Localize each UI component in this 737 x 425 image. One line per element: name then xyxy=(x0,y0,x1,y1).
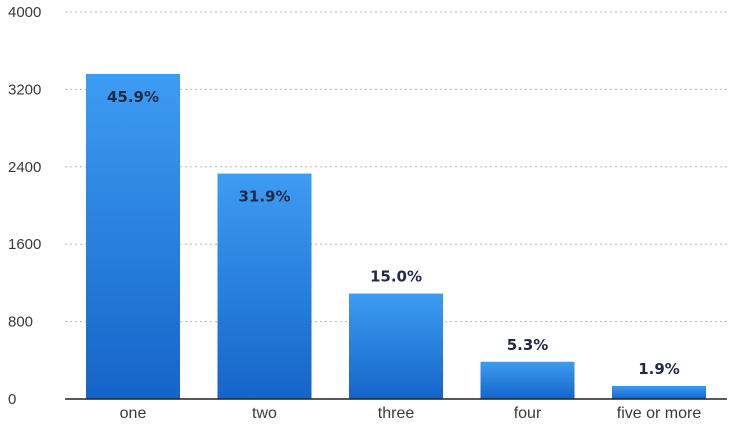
bar xyxy=(480,361,575,399)
bars xyxy=(86,73,706,400)
data-label: 15.0% xyxy=(370,268,422,286)
y-tick-label: 1600 xyxy=(8,236,41,253)
x-axis-category-labels: one two three four five or more xyxy=(120,405,702,422)
x-category-label: three xyxy=(378,405,415,422)
bar xyxy=(349,293,443,399)
x-category-label: two xyxy=(252,405,277,422)
data-label: 5.3% xyxy=(507,336,549,354)
bar xyxy=(612,385,706,399)
y-tick-label: 2400 xyxy=(8,159,41,176)
data-labels: 45.9% 31.9% 15.0% 5.3% 1.9% xyxy=(107,88,680,378)
x-category-label: one xyxy=(120,405,147,422)
y-tick-label: 0 xyxy=(8,391,16,408)
y-tick-label: 800 xyxy=(8,314,33,331)
y-axis-tick-labels: 0 800 1600 2400 3200 4000 xyxy=(8,4,41,408)
data-label: 1.9% xyxy=(638,360,680,378)
x-category-label: five or more xyxy=(617,405,702,422)
bar xyxy=(86,73,180,400)
data-label: 31.9% xyxy=(238,188,290,206)
data-label: 45.9% xyxy=(107,88,159,106)
y-tick-label: 4000 xyxy=(8,4,41,21)
y-tick-label: 3200 xyxy=(8,81,41,98)
x-category-label: four xyxy=(514,405,542,422)
bar xyxy=(217,173,312,399)
